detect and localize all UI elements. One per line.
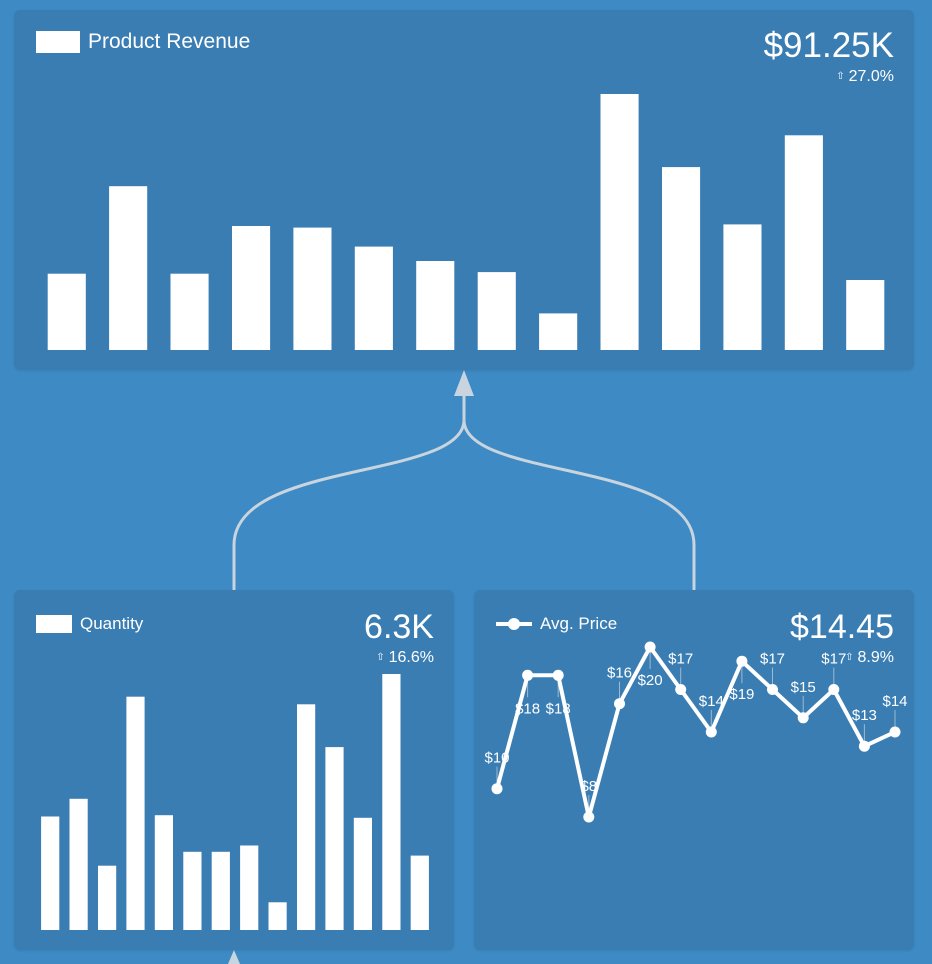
price-legend: Avg. Price <box>496 614 617 634</box>
price-point-2 <box>522 669 534 681</box>
quantity-bar-chart <box>41 674 429 930</box>
quantity-bar-10 <box>297 704 316 930</box>
connector-arrow-bottom <box>228 950 240 964</box>
revenue-bar-1 <box>47 273 86 350</box>
price-data-label-3: $18 <box>546 700 571 717</box>
price-data-label-8: $14 <box>699 693 724 710</box>
quantity-bar-7 <box>211 851 230 930</box>
quantity-bar-13 <box>382 674 401 930</box>
quantity-bar-6 <box>183 851 202 930</box>
price-kpi-value: $14.45 <box>790 608 894 646</box>
quantity-bar-4 <box>126 696 145 930</box>
price-data-label-14: $14 <box>882 693 907 710</box>
connector-path-right <box>462 392 696 590</box>
price-data-label-1: $10 <box>484 750 509 767</box>
price-legend-label: Avg. Price <box>540 614 618 633</box>
quantity-bar-8 <box>240 845 259 930</box>
price-point-6 <box>644 641 656 653</box>
price-data-label-2: $18 <box>515 700 540 717</box>
price-data-label-9: $19 <box>729 686 754 703</box>
quantity-bar-9 <box>268 902 287 930</box>
connector-path-left <box>232 392 466 590</box>
price-series-line <box>495 645 896 819</box>
revenue-bar-9 <box>539 313 578 350</box>
price-data-label-6: $20 <box>638 672 663 689</box>
price-line-chart: $10 $18 $18 $8 $16 $20 $17 $14 $19 $17 $15 $17 $13 $1… <box>484 641 908 823</box>
revenue-bar-8 <box>477 272 516 350</box>
revenue-legend-swatch <box>36 31 80 53</box>
connector-arrow-head <box>454 370 474 396</box>
revenue-bar-2 <box>109 186 148 350</box>
price-point-13 <box>858 740 870 752</box>
up-arrow-icon: ⇧ <box>845 652 854 663</box>
up-arrow-icon: ⇧ <box>376 652 385 663</box>
revenue-bar-chart <box>47 94 885 350</box>
quantity-legend-label: Quantity <box>80 614 144 633</box>
price-point-10 <box>767 684 778 695</box>
quantity-kpi-value: 6.3K <box>364 608 434 646</box>
revenue-kpi-change: ⇧ 27.0% <box>836 68 894 86</box>
revenue-kpi-value: $91.25K <box>763 26 894 65</box>
price-data-label-12: $17 <box>821 651 846 668</box>
quantity-bar-2 <box>69 798 88 930</box>
price-point-7 <box>675 684 687 695</box>
price-kpi-change-value: 8.9% <box>857 649 894 666</box>
revenue-bar-11 <box>662 167 701 350</box>
quantity-bar-5 <box>154 815 173 930</box>
revenue-bar-3 <box>170 273 209 350</box>
price-point-14 <box>889 726 901 738</box>
price-point-12 <box>828 684 840 695</box>
price-data-label-13: $13 <box>852 707 877 724</box>
revenue-bar-7 <box>416 261 455 350</box>
price-panel: Avg. Price $14.45 ⇧ 8.9% $10 $18 $18 $8 $16 $… <box>474 590 914 950</box>
quantity-legend-swatch <box>36 615 72 633</box>
quantity-bar-3 <box>98 865 117 930</box>
revenue-bar-6 <box>354 246 393 350</box>
price-point-9 <box>736 655 748 667</box>
revenue-panel: Product Revenue $91.25K ⇧ 27.0% <box>14 10 914 370</box>
price-kpi-change: ⇧ 8.9% <box>845 649 894 667</box>
up-arrow-icon: ⇧ <box>836 71 845 82</box>
price-point-4 <box>583 811 595 823</box>
price-data-label-11: $15 <box>791 679 816 696</box>
price-data-label-7: $17 <box>668 651 693 668</box>
quantity-kpi-change: ⇧ 16.6% <box>376 649 434 667</box>
price-point-1 <box>491 783 503 795</box>
revenue-legend: Product Revenue <box>36 30 250 54</box>
price-point-3 <box>552 669 564 681</box>
revenue-bar-4 <box>232 226 271 350</box>
quantity-bar-12 <box>353 817 372 930</box>
quantity-bar-14 <box>410 855 429 930</box>
price-point-11 <box>797 712 809 724</box>
quantity-panel: Quantity 6.3K ⇧ 16.6% <box>14 590 454 950</box>
price-data-label-5: $16 <box>607 665 632 682</box>
quantity-legend: Quantity <box>36 614 143 634</box>
revenue-bar-13 <box>784 135 823 350</box>
revenue-bar-5 <box>293 227 332 350</box>
revenue-kpi-change-value: 27.0% <box>848 68 894 85</box>
quantity-kpi-change-value: 16.6% <box>388 649 434 666</box>
price-legend-marker-icon <box>496 618 532 630</box>
price-data-label-4: $8 <box>580 778 597 795</box>
price-data-label-10: $17 <box>760 651 785 668</box>
revenue-bar-14 <box>846 280 885 350</box>
revenue-bar-10 <box>600 94 639 350</box>
quantity-bar-11 <box>325 747 344 930</box>
price-point-5 <box>614 698 625 710</box>
revenue-legend-label: Product Revenue <box>88 30 251 53</box>
revenue-bar-12 <box>723 224 762 350</box>
quantity-bar-1 <box>41 816 60 930</box>
price-point-8 <box>705 726 717 738</box>
